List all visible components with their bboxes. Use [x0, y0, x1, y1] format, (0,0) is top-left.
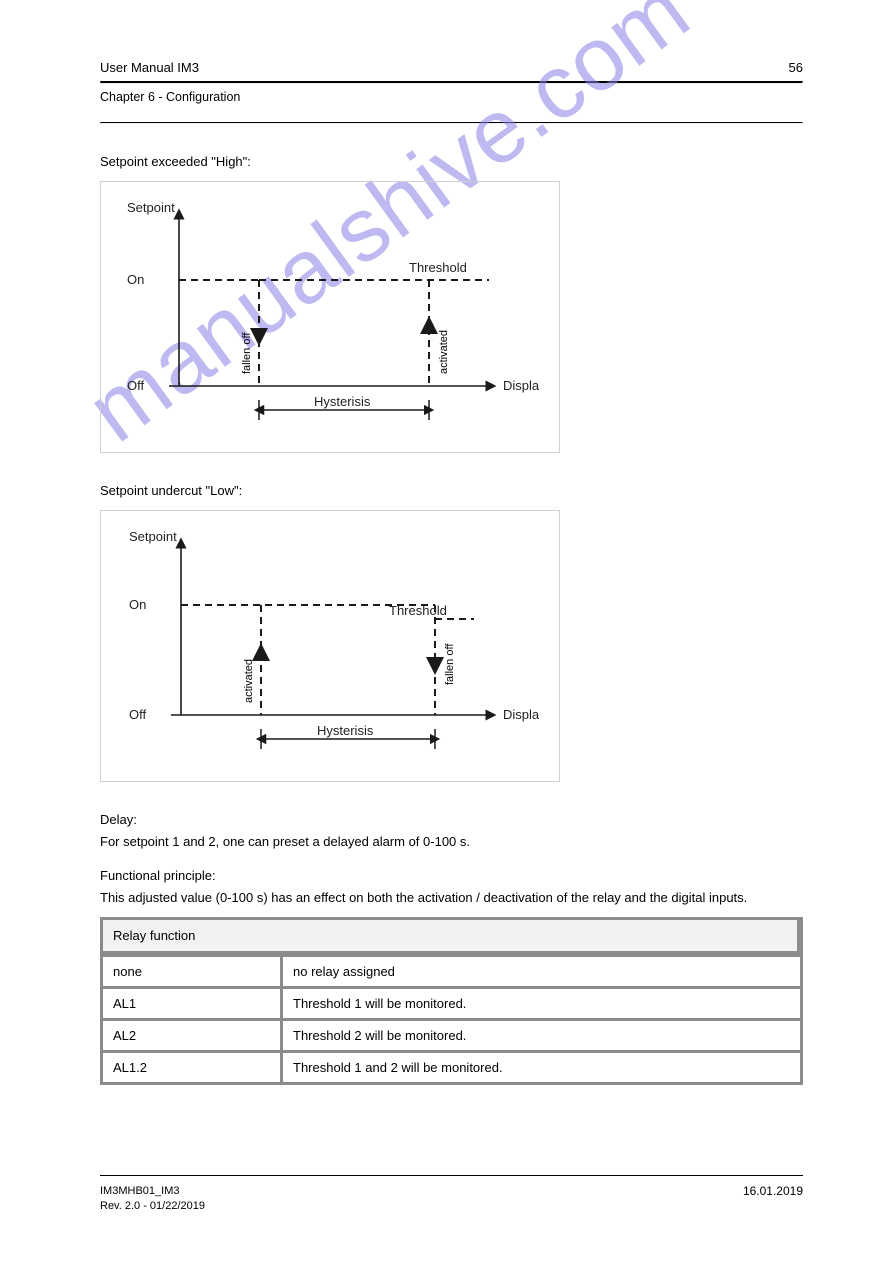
cell: AL2 [103, 1018, 283, 1050]
table-row: AL1 Threshold 1 will be monitored. [103, 986, 800, 1018]
threshold-label-low: Threshold [389, 603, 447, 618]
diagram-high: Setpoint On Off Display Threshold fallen… [119, 196, 539, 434]
y-tick-off: Off [127, 378, 144, 393]
left-vert-label: fallen off [241, 332, 253, 374]
y-tick-on: On [127, 272, 144, 287]
chapter-title: Chapter 6 - Configuration [100, 90, 803, 104]
hysteresis-label-low: Hysterisis [317, 723, 374, 738]
header-left: User Manual IM3 [100, 60, 199, 75]
footer-right: 16.01.2019 [743, 1184, 803, 1198]
hysteresis-label: Hysterisis [314, 394, 371, 409]
table-title: Relay function [103, 920, 800, 954]
section-title-high: Setpoint exceeded "High": [100, 154, 803, 169]
table-row: AL2 Threshold 2 will be monitored. [103, 1018, 800, 1050]
y-axis-title: Setpoint [127, 200, 175, 215]
x-title-low: Display [503, 707, 539, 722]
table-row: AL1.2 Threshold 1 and 2 will be monitore… [103, 1050, 800, 1082]
cell: Threshold 1 will be monitored. [283, 986, 800, 1018]
table-row: none no relay assigned [103, 954, 800, 986]
right-vert-label-low: fallen off [444, 643, 456, 685]
footer-line2: Rev. 2.0 - 01/22/2019 [100, 1199, 205, 1214]
right-vert-label: activated [438, 330, 450, 374]
cell: AL1 [103, 986, 283, 1018]
delay-body: For setpoint 1 and 2, one can preset a d… [100, 832, 803, 852]
relay-function-table: Relay function none no relay assigned AL… [100, 917, 803, 1085]
cell: Threshold 2 will be monitored. [283, 1018, 800, 1050]
diagram-low: Setpoint On Off Display Threshold activa… [119, 525, 539, 763]
cell: no relay assigned [283, 954, 800, 986]
page-footer: IM3MHB01_IM3 Rev. 2.0 - 01/22/2019 16.01… [100, 1175, 803, 1215]
functional-body: This adjusted value (0-100 s) has an eff… [100, 888, 803, 908]
threshold-label: Threshold [409, 260, 467, 275]
left-vert-label-low: activated [243, 659, 255, 703]
delay-heading: Delay: [100, 810, 803, 830]
x-title: Display [503, 378, 539, 393]
cell: none [103, 954, 283, 986]
cell: AL1.2 [103, 1050, 283, 1082]
diagram-low-frame: Setpoint On Off Display Threshold activa… [100, 510, 560, 782]
footer-line1: IM3MHB01_IM3 [100, 1184, 205, 1199]
y-axis-title-low: Setpoint [129, 529, 177, 544]
y-tick-off-low: Off [129, 707, 146, 722]
header-rule-bottom [100, 122, 803, 124]
functional-heading: Functional principle: [100, 866, 803, 886]
diagram-high-frame: Setpoint On Off Display Threshold fallen… [100, 181, 560, 453]
header-rule-top [100, 81, 803, 84]
header-right: 56 [789, 60, 803, 75]
y-tick-on-low: On [129, 597, 146, 612]
section-title-low: Setpoint undercut "Low": [100, 483, 803, 498]
cell: Threshold 1 and 2 will be monitored. [283, 1050, 800, 1082]
